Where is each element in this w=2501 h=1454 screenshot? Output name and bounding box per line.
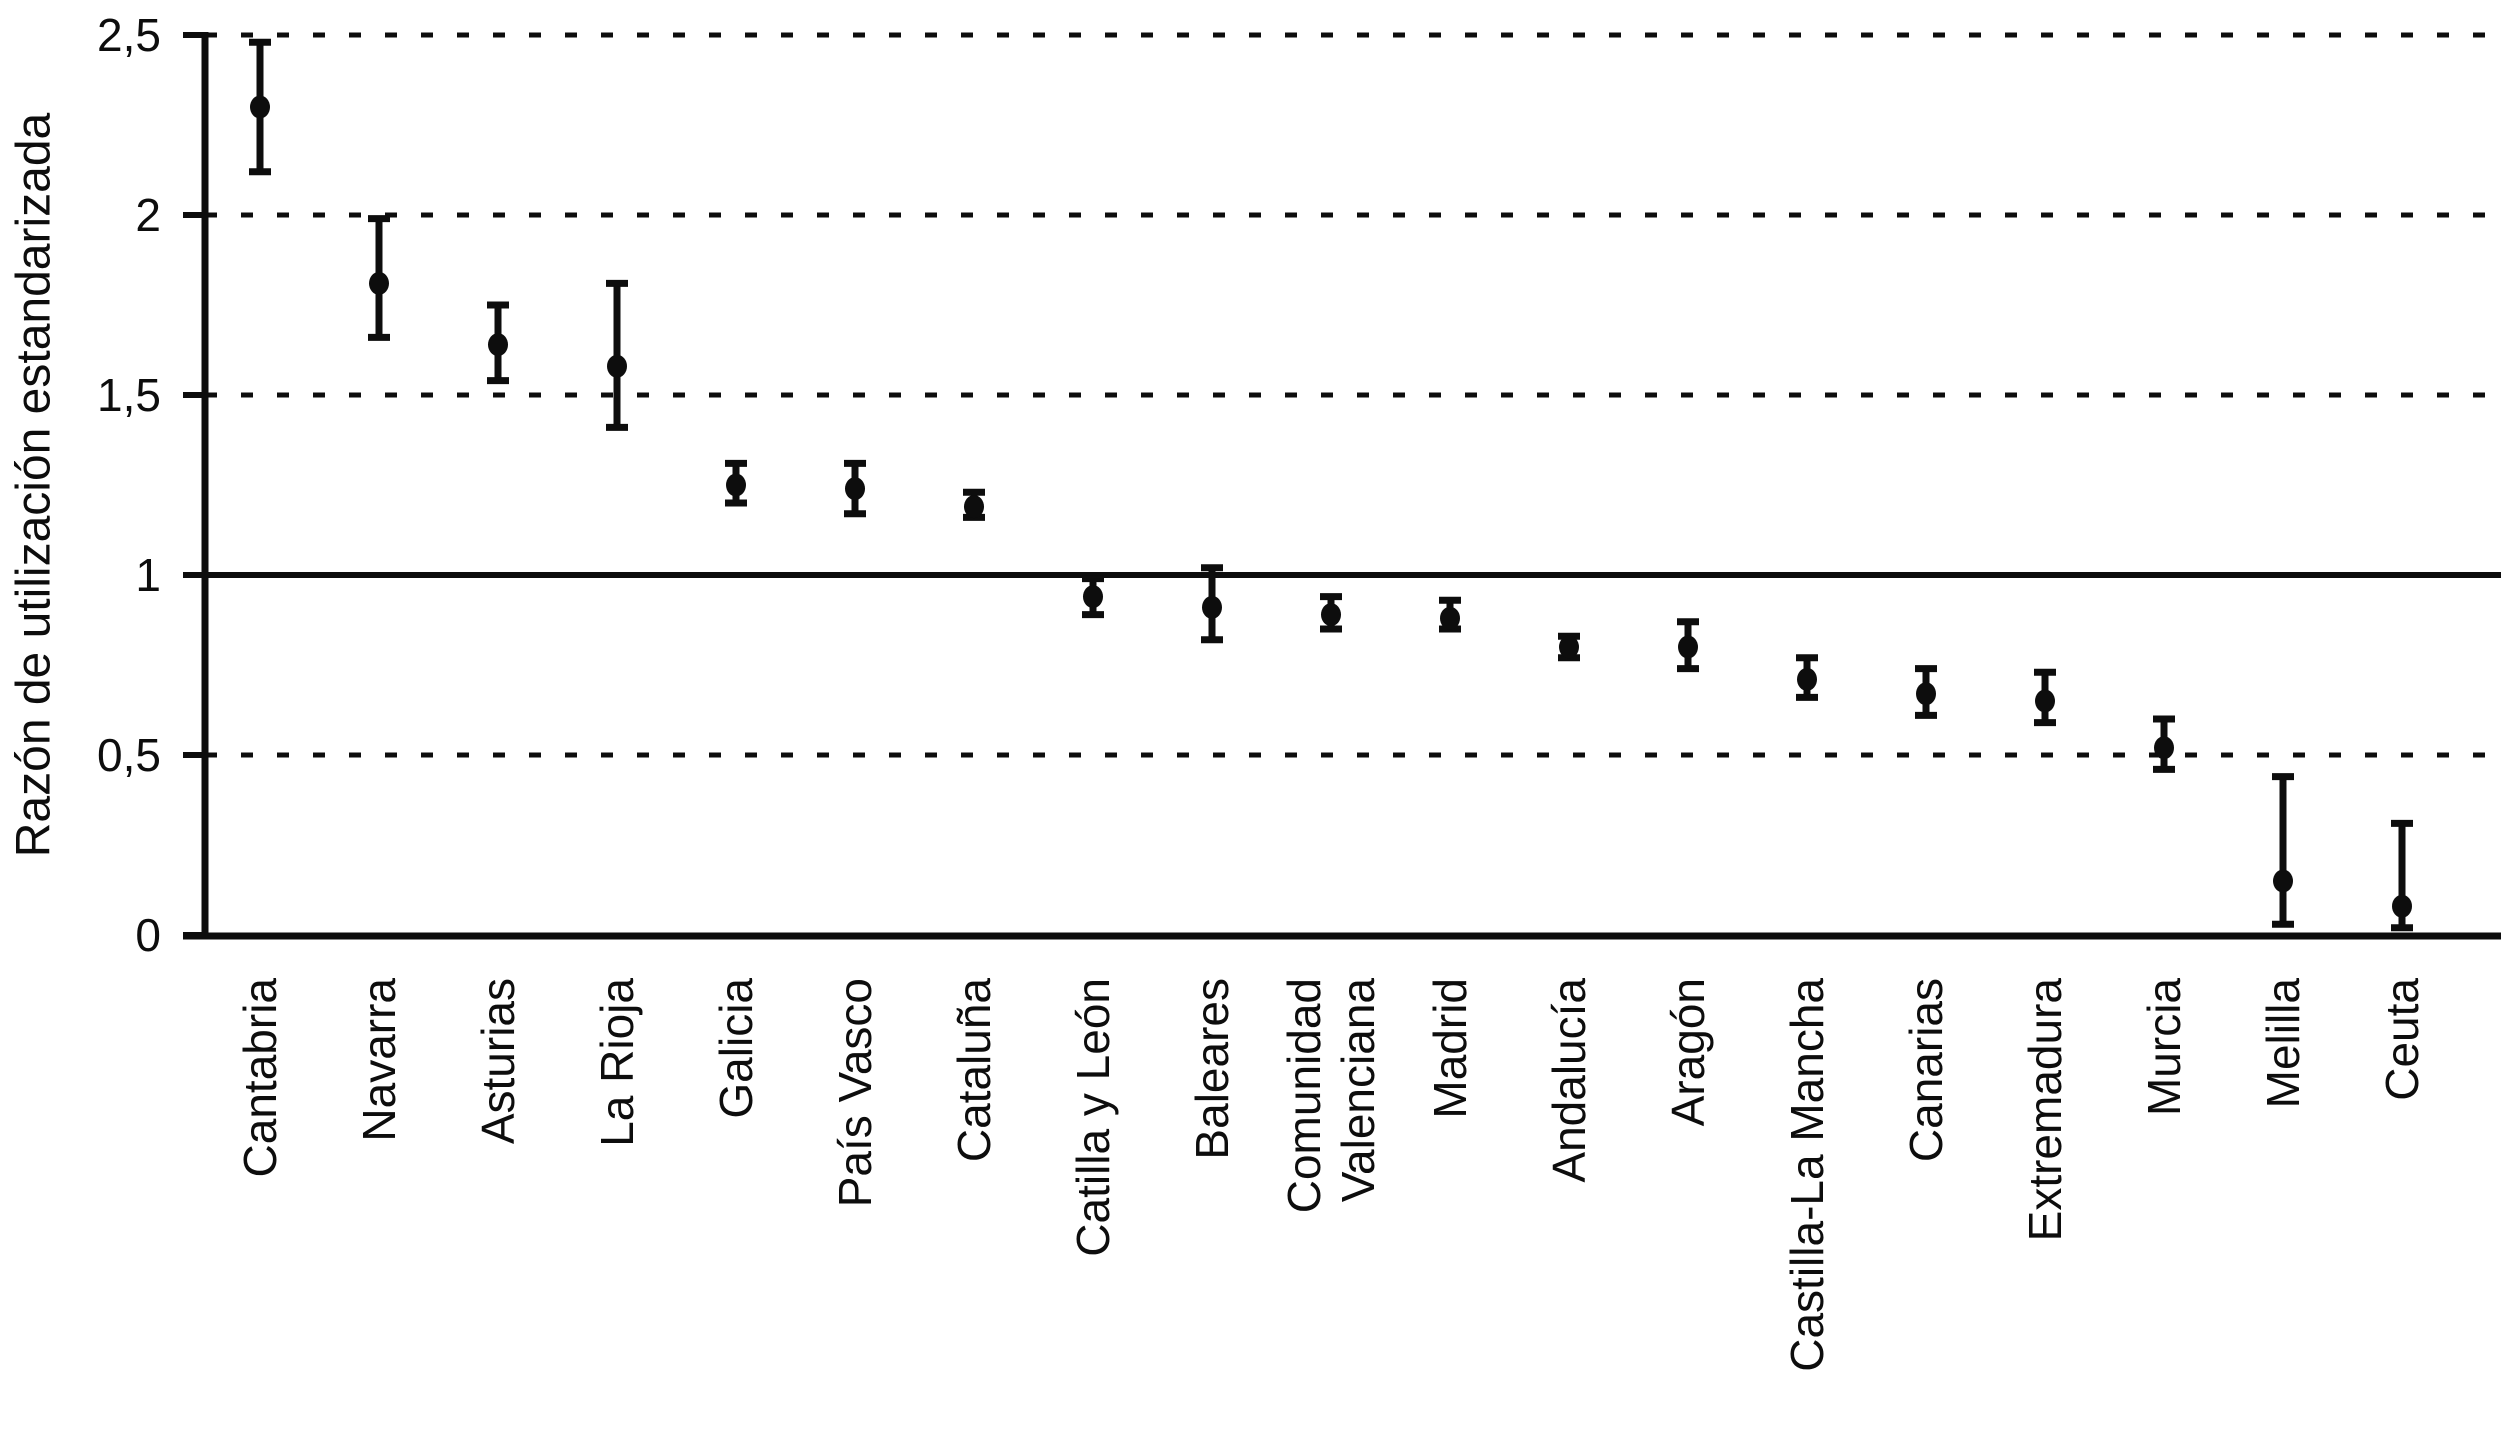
category-label: Extremadura bbox=[2019, 978, 2071, 1242]
category-label: Andalucía bbox=[1543, 978, 1595, 1183]
y-tick-label: 2 bbox=[135, 189, 161, 241]
data-point bbox=[1678, 635, 1698, 659]
data-point bbox=[1916, 682, 1936, 706]
category-label: Baleares bbox=[1186, 978, 1238, 1160]
data-point bbox=[1083, 585, 1103, 609]
category-label: Ceuta bbox=[2376, 978, 2428, 1101]
category-label: Melilla bbox=[2257, 978, 2309, 1109]
data-point bbox=[2154, 736, 2174, 760]
y-tick-label: 0,5 bbox=[97, 729, 161, 781]
category-label: Asturias bbox=[472, 978, 524, 1144]
y-axis-title: Razón de utilización estandarizada bbox=[8, 112, 61, 857]
data-point bbox=[488, 333, 508, 357]
data-point bbox=[2392, 894, 2412, 918]
data-point bbox=[726, 473, 746, 497]
category-label: Navarra bbox=[353, 978, 405, 1142]
category-label: Murcia bbox=[2138, 978, 2190, 1116]
data-point bbox=[1797, 667, 1817, 691]
data-point bbox=[607, 354, 627, 378]
y-tick-label: 2,5 bbox=[97, 9, 161, 61]
category-label: Valenciana bbox=[1332, 978, 1384, 1203]
data-point bbox=[1440, 606, 1460, 630]
category-label: Canarias bbox=[1900, 978, 1952, 1162]
data-point bbox=[369, 271, 389, 295]
category-label: Madrid bbox=[1424, 978, 1476, 1119]
data-point bbox=[1321, 603, 1341, 627]
data-point bbox=[1559, 635, 1579, 659]
category-label: Cataluña bbox=[948, 978, 1000, 1163]
data-point bbox=[1202, 595, 1222, 619]
category-label: La Rioja bbox=[591, 978, 643, 1147]
data-point bbox=[2273, 869, 2293, 893]
y-tick-label: 1,5 bbox=[97, 369, 161, 421]
data-point bbox=[964, 495, 984, 519]
category-label: Galicia bbox=[710, 978, 762, 1119]
y-tick-label: 1 bbox=[135, 549, 161, 601]
category-label: País Vasco bbox=[829, 978, 881, 1207]
category-label: Castilla-La Mancha bbox=[1781, 978, 1833, 1372]
category-label: Aragón bbox=[1662, 978, 1714, 1126]
data-point bbox=[2035, 689, 2055, 713]
category-label: Comunidad bbox=[1278, 978, 1330, 1213]
category-label: Catilla y León bbox=[1067, 978, 1119, 1257]
category-label: Cantabria bbox=[234, 978, 286, 1178]
y-tick-label: 0 bbox=[135, 909, 161, 961]
data-point bbox=[845, 477, 865, 501]
data-point bbox=[250, 95, 270, 119]
